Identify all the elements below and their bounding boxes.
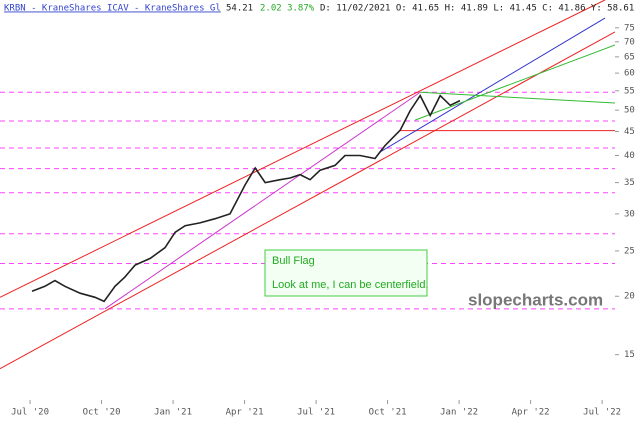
y-tick-label: 15: [624, 350, 635, 360]
x-tick-label: Apr '21: [226, 408, 264, 418]
y-tick-label: 35: [624, 178, 635, 188]
x-tick-label: Jul '20: [11, 408, 49, 418]
x-tick-label: Oct '21: [369, 408, 407, 418]
y-tick-label: 20: [624, 292, 635, 302]
x-tick-label: Jan '22: [440, 408, 478, 418]
y-tick-label: 30: [624, 209, 635, 219]
trendline: [420, 91, 615, 104]
y-tick-label: 25: [624, 246, 635, 256]
trendline: [0, 0, 606, 298]
trendline: [379, 17, 606, 153]
annotation-title: Bull Flag: [272, 255, 315, 267]
x-tick-label: Jan '21: [154, 408, 192, 418]
y-tick-label: 50: [624, 106, 635, 116]
last-price: 54.21: [226, 4, 253, 14]
symbol-link[interactable]: KRBN - KraneShares ICAV - KraneShares Gl: [4, 4, 221, 14]
y-tick-label: 55: [624, 86, 635, 96]
y-tick-label: 65: [624, 52, 635, 62]
y-tick-label: 60: [624, 69, 635, 79]
annotation-box: [264, 249, 428, 297]
annotation-text: Look at me, I can be centerfield.: [272, 279, 429, 291]
x-tick-label: Oct '20: [83, 408, 121, 418]
y-tick-label: 70: [624, 37, 635, 47]
trendline: [414, 44, 615, 121]
y-tick-label: 75: [624, 23, 635, 33]
x-tick-label: Jul '22: [583, 408, 621, 418]
change: 2.02 3.87%: [260, 4, 315, 14]
y-tick-label: 45: [624, 127, 635, 137]
watermark: slopecharts.com: [468, 290, 603, 309]
trendline: [0, 31, 615, 370]
price-line: [31, 94, 461, 303]
trendline: [104, 91, 421, 310]
plot-area: [0, 0, 615, 370]
x-tick-label: Apr '22: [512, 408, 550, 418]
y-tick-label: 40: [624, 151, 635, 161]
x-tick-label: Jul '21: [297, 408, 335, 418]
quote: D: 11/02/2021 O: 41.65 H: 41.89 L: 41.45…: [320, 4, 634, 14]
